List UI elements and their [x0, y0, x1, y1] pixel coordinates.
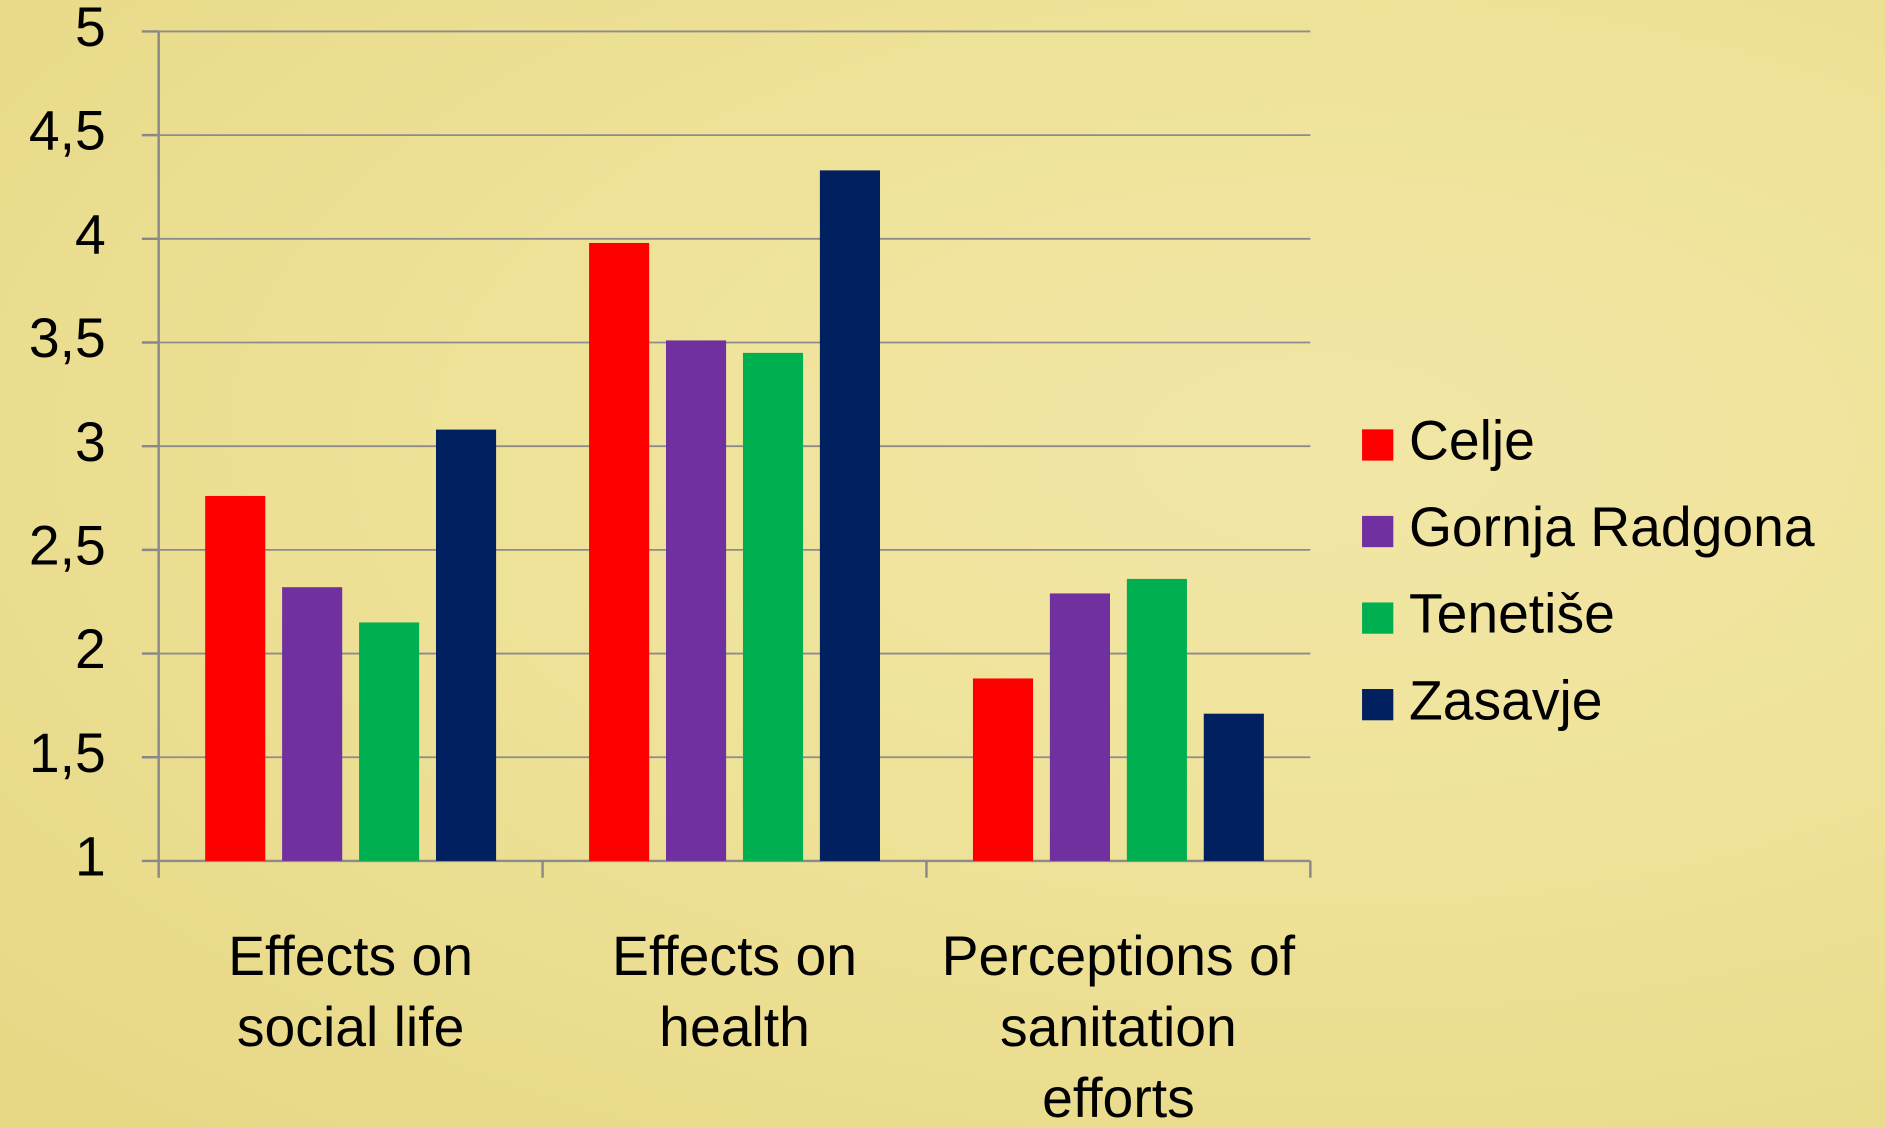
bar: [666, 340, 727, 861]
bar: [1203, 713, 1264, 861]
legend-swatch: [1362, 602, 1394, 634]
bar: [359, 622, 420, 861]
bar: [972, 678, 1034, 861]
legend-swatch: [1362, 515, 1394, 548]
legend-label: Tenetiše: [1409, 583, 1615, 645]
x-tick-label: Effects on health: [612, 924, 857, 1059]
legend-swatch: [1362, 689, 1394, 721]
legend-label: Celje: [1409, 410, 1535, 472]
y-tick-label: 1,5: [29, 722, 106, 784]
legend-label: Zasavje: [1409, 669, 1603, 731]
x-tick-label: Perceptions of sanitation efforts: [941, 924, 1296, 1128]
bar: [742, 352, 804, 861]
bar: [435, 429, 497, 861]
legend-swatch: [1362, 429, 1394, 461]
bar: [589, 242, 650, 861]
x-tick-label-box: Effects on social life: [228, 924, 474, 1059]
y-tick-label: 3: [75, 411, 106, 473]
x-tick-label-box: Effects on health: [612, 924, 857, 1059]
bar: [1126, 578, 1187, 861]
x-tick-label: Effects on social life: [228, 924, 474, 1059]
y-tick-label: 5: [75, 0, 106, 58]
bar: [819, 170, 880, 861]
bar: [205, 495, 266, 861]
y-tick-label: 4: [75, 203, 106, 265]
y-tick-label: 2,5: [29, 514, 106, 576]
y-tick-label: 2: [75, 618, 106, 680]
x-tick-label-box: Perceptions of sanitation efforts: [941, 924, 1296, 1128]
y-tick-label: 3,5: [29, 307, 106, 369]
y-tick-label: 1: [75, 826, 106, 888]
bar: [1049, 593, 1111, 861]
bar: [282, 587, 343, 861]
legend-label: Gornja Radgona: [1409, 496, 1815, 558]
y-tick-label: 4,5: [29, 100, 106, 162]
